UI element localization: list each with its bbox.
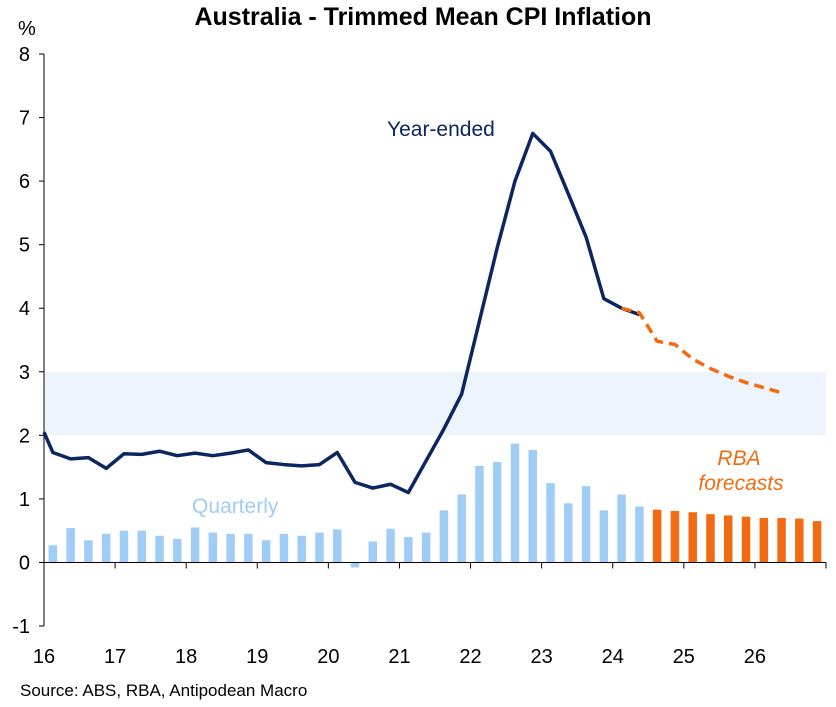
y-tick-label: 5 [19, 235, 30, 257]
quarterly-bar [261, 540, 271, 563]
quarterly-bar [333, 529, 342, 563]
forecast-line [621, 306, 783, 395]
quarterly-bar [350, 562, 360, 568]
quarterly-bar [581, 486, 591, 563]
quarterly-bar [404, 537, 413, 563]
y-axis-label: % [18, 18, 36, 40]
forecast-bar [795, 518, 804, 563]
quarterly-bar [528, 449, 537, 563]
x-tick-label: 17 [104, 646, 126, 668]
forecast-bar [706, 514, 715, 563]
forecast-bar [777, 517, 786, 563]
quarterly-bar [119, 530, 129, 563]
chart-title: Australia - Trimmed Mean CPI Inflation [194, 3, 651, 31]
x-tick-label: 25 [673, 646, 695, 668]
quarterly-bar [66, 528, 75, 563]
forecast-bar [741, 516, 751, 563]
quarterly-bar [297, 535, 306, 563]
x-axis-ticks: 16 17 18 19 20 21 22 23 24 25 26 [33, 562, 827, 668]
y-tick-label: -1 [12, 616, 30, 638]
y-tick-label: 8 [19, 44, 30, 66]
x-tick-label: 19 [246, 646, 268, 668]
forecast-bar [759, 517, 769, 563]
x-tick-label: 22 [459, 646, 481, 668]
y-tick-label: 0 [19, 552, 30, 574]
y-tick-label: 1 [19, 489, 30, 511]
quarterly-bar [368, 541, 378, 563]
x-tick-label: 16 [33, 646, 55, 668]
y-axis-ticks: -1 0 1 2 3 4 5 6 7 8 [12, 44, 44, 638]
quarterly-bar [492, 462, 502, 563]
quarterly-bar [101, 533, 111, 563]
x-tick-label: 24 [602, 646, 624, 668]
year-ended-label: Year-ended [387, 118, 495, 141]
forecast-bar [812, 521, 822, 563]
y-tick-label: 4 [19, 298, 30, 320]
quarterly-bar [226, 533, 235, 563]
forecast-bar [688, 512, 697, 563]
rba-label-line1: RBA [717, 447, 760, 470]
quarterly-bar [617, 494, 626, 563]
x-tick-label: 23 [531, 646, 553, 668]
forecast-bars [652, 509, 822, 563]
quarterly-bar [84, 540, 93, 563]
quarterly-bar [155, 535, 164, 563]
y-tick-label: 3 [19, 362, 30, 384]
quarterly-bar [279, 533, 289, 563]
quarterly-bar [173, 538, 182, 563]
y-tick-label: 7 [19, 108, 30, 130]
target-band [45, 371, 826, 436]
y-tick-label: 6 [19, 171, 30, 193]
x-tick-label: 26 [744, 646, 766, 668]
quarterly-label: Quarterly [192, 495, 279, 518]
x-tick-label: 20 [317, 646, 339, 668]
quarterly-bar [635, 506, 644, 563]
quarterly-bar [475, 465, 484, 563]
source-note: Source: ABS, RBA, Antipodean Macro [20, 681, 307, 700]
forecast-bar [724, 515, 733, 563]
quarterly-bar [564, 503, 573, 563]
year-ended-line [42, 131, 640, 495]
forecast-bar [670, 510, 680, 563]
quarterly-bar [48, 545, 58, 563]
x-tick-label: 21 [388, 646, 410, 668]
quarterly-bar [190, 527, 200, 563]
y-tick-label: 2 [19, 425, 30, 447]
quarterly-bar [137, 530, 146, 563]
quarterly-bars [48, 443, 644, 568]
quarterly-bar [244, 533, 253, 563]
x-tick-label: 18 [175, 646, 197, 668]
quarterly-bar [510, 443, 520, 563]
rba-label-line2: forecasts [698, 472, 784, 495]
quarterly-bar [439, 510, 449, 563]
quarterly-bar [599, 510, 609, 563]
quarterly-bar [315, 532, 324, 563]
quarterly-bar [421, 532, 431, 563]
quarterly-bar [546, 483, 555, 563]
quarterly-bar [457, 494, 466, 563]
quarterly-bar [208, 532, 218, 563]
forecast-bar [652, 509, 662, 563]
quarterly-bar [386, 528, 395, 563]
